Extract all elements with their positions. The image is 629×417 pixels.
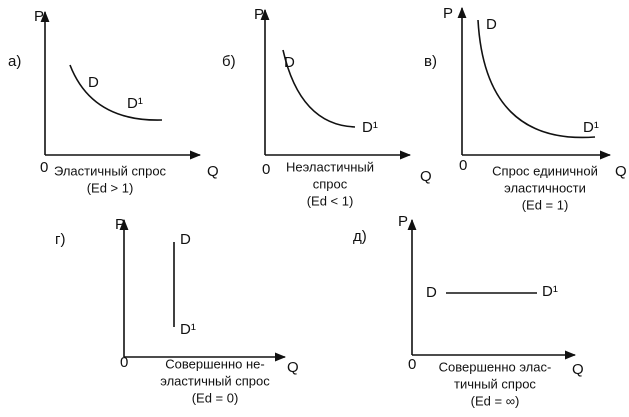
caption: (Ed < 1) <box>307 193 354 208</box>
demand-curve <box>282 49 356 128</box>
caption: Совершенно не- <box>165 356 264 371</box>
curve-end-label: D¹ <box>542 283 558 300</box>
caption: эластичности <box>504 180 586 195</box>
axis-y-label: P <box>398 213 408 230</box>
curve-start-label: D <box>284 54 295 71</box>
origin-label: 0 <box>40 159 48 176</box>
axis-y-label: P <box>443 5 453 22</box>
curve-end-label: D¹ <box>127 95 143 112</box>
caption: Неэластичный <box>286 159 374 174</box>
axis-x-label: Q <box>420 168 432 185</box>
panel-label: б) <box>222 53 236 70</box>
axis-x-label: Q <box>207 163 219 180</box>
axis-x-label: Q <box>615 163 627 180</box>
caption: (Ed = ∞) <box>471 393 520 408</box>
axis-y-label: P <box>115 216 125 233</box>
caption: эластичный спрос <box>160 373 270 388</box>
axis-y-label: P <box>34 8 44 25</box>
curve-end-label: D¹ <box>180 321 196 338</box>
curve-end-label: D¹ <box>583 119 599 136</box>
curve-start-label: D <box>180 231 191 248</box>
curve-start-label: D <box>88 74 99 91</box>
origin-label: 0 <box>408 356 416 373</box>
panel-label: а) <box>8 53 21 70</box>
caption: спрос <box>313 176 348 191</box>
origin-label: 0 <box>459 157 467 174</box>
panel-label: в) <box>424 53 437 70</box>
origin-label: 0 <box>120 354 128 371</box>
origin-label: 0 <box>262 161 270 178</box>
panel-label: г) <box>55 231 65 248</box>
caption: Эластичный спрос <box>54 163 167 178</box>
caption: тичный спрос <box>454 376 536 391</box>
axis-x-label: Q <box>287 359 299 376</box>
caption: (Ed > 1) <box>87 180 134 195</box>
demand-curve <box>477 19 596 139</box>
caption: Совершенно элас- <box>439 359 552 374</box>
curve-start-label: D <box>486 16 497 33</box>
axis-y-label: P <box>254 6 264 23</box>
demand-curve <box>69 64 163 121</box>
axis-x-label: Q <box>572 361 584 378</box>
curve-end-label: D¹ <box>362 119 378 136</box>
caption: (Ed = 0) <box>192 390 239 405</box>
curve-start-label: D <box>426 284 437 301</box>
panel-label: д) <box>353 228 367 245</box>
caption: (Ed = 1) <box>522 197 569 212</box>
caption: Спрос единичной <box>492 163 598 178</box>
